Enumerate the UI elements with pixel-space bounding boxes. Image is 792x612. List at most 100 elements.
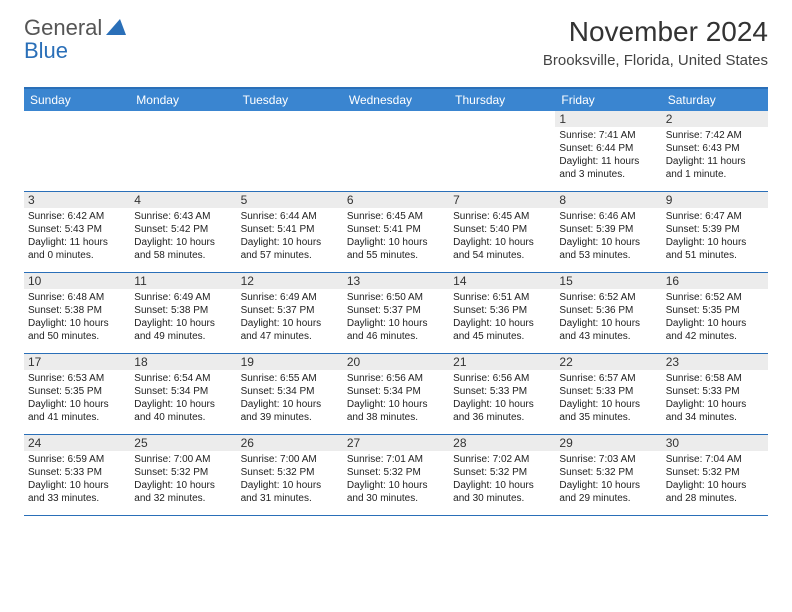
calendar-day: 13Sunrise: 6:50 AMSunset: 5:37 PMDayligh… — [343, 273, 449, 353]
day-number: 7 — [449, 192, 555, 208]
calendar-day: 19 Sunrise: 6:55 AMSunset: 5:34 PMDayligh… — [237, 354, 343, 434]
daylight-text: Daylight: 10 hours and 45 minutes. — [453, 317, 551, 343]
calendar-day: 10Sunrise: 6:48 AMSunset: 5:38 PMDayligh… — [24, 273, 130, 353]
day-number: 19 — [237, 354, 343, 370]
day-number: 3 — [24, 192, 130, 208]
calendar-day: 3 Sunrise: 6:42 AMSunset: 5:43 PMDaylight… — [24, 192, 130, 272]
day-info: Sunrise: 6:45 AMSunset: 5:40 PMDaylight:… — [453, 210, 551, 262]
day-number: 25 — [130, 435, 236, 451]
calendar-day: 6Sunrise: 6:45 AMSunset: 5:41 PMDaylight… — [343, 192, 449, 272]
calendar-day: 18 Sunrise: 6:54 AMSunset: 5:34 PMDayligh… — [130, 354, 236, 434]
calendar-day — [449, 111, 555, 191]
calendar-day: 24Sunrise: 6:59 AMSunset: 5:33 PMDayligh… — [24, 435, 130, 515]
dow-monday: Monday — [130, 89, 236, 111]
sunrise-text: Sunrise: 6:54 AM — [134, 372, 232, 385]
calendar-day: 11 Sunrise: 6:49 AMSunset: 5:38 PMDayligh… — [130, 273, 236, 353]
day-number: 9 — [662, 192, 768, 208]
day-number: 4 — [130, 192, 236, 208]
calendar-day: 16Sunrise: 6:52 AMSunset: 5:35 PMDayligh… — [662, 273, 768, 353]
sunset-text: Sunset: 5:33 PM — [453, 385, 551, 398]
day-number: 12 — [237, 273, 343, 289]
calendar-day: 12 Sunrise: 6:49 AMSunset: 5:37 PMDayligh… — [237, 273, 343, 353]
day-info: Sunrise: 7:02 AMSunset: 5:32 PMDaylight:… — [453, 453, 551, 505]
day-of-week-row: Sunday Monday Tuesday Wednesday Thursday… — [24, 89, 768, 111]
sunrise-text: Sunrise: 6:47 AM — [666, 210, 764, 223]
sunrise-text: Sunrise: 6:46 AM — [559, 210, 657, 223]
sunset-text: Sunset: 5:42 PM — [134, 223, 232, 236]
day-info: Sunrise: 6:49 AMSunset: 5:37 PMDaylight:… — [241, 291, 339, 343]
calendar-day: 17Sunrise: 6:53 AMSunset: 5:35 PMDayligh… — [24, 354, 130, 434]
day-info: Sunrise: 6:42 AMSunset: 5:43 PMDaylight:… — [28, 210, 126, 262]
daylight-text: Daylight: 10 hours and 35 minutes. — [559, 398, 657, 424]
day-number: 18 — [130, 354, 236, 370]
day-info: Sunrise: 6:54 AMSunset: 5:34 PMDaylight:… — [134, 372, 232, 424]
weeks-container: 1Sunrise: 7:41 AMSunset: 6:44 PMDaylight… — [24, 111, 768, 516]
brand-text: General Blue — [24, 16, 126, 62]
sunset-text: Sunset: 5:32 PM — [241, 466, 339, 479]
day-number: 10 — [24, 273, 130, 289]
sunrise-text: Sunrise: 7:02 AM — [453, 453, 551, 466]
day-info: Sunrise: 6:49 AMSunset: 5:38 PMDaylight:… — [134, 291, 232, 343]
day-number: 30 — [662, 435, 768, 451]
daylight-text: Daylight: 10 hours and 43 minutes. — [559, 317, 657, 343]
daylight-text: Daylight: 10 hours and 32 minutes. — [134, 479, 232, 505]
sunrise-text: Sunrise: 6:56 AM — [347, 372, 445, 385]
sunrise-text: Sunrise: 6:49 AM — [241, 291, 339, 304]
calendar-day — [237, 111, 343, 191]
daylight-text: Daylight: 11 hours and 0 minutes. — [28, 236, 126, 262]
sunrise-text: Sunrise: 6:50 AM — [347, 291, 445, 304]
daylight-text: Daylight: 10 hours and 30 minutes. — [453, 479, 551, 505]
day-number: 5 — [237, 192, 343, 208]
calendar-week: 24Sunrise: 6:59 AMSunset: 5:33 PMDayligh… — [24, 435, 768, 516]
daylight-text: Daylight: 11 hours and 3 minutes. — [559, 155, 657, 181]
sunrise-text: Sunrise: 7:04 AM — [666, 453, 764, 466]
brand-part1: General — [24, 15, 102, 40]
day-number: 17 — [24, 354, 130, 370]
calendar-day: 8Sunrise: 6:46 AMSunset: 5:39 PMDaylight… — [555, 192, 661, 272]
calendar-day: 5Sunrise: 6:44 AMSunset: 5:41 PMDaylight… — [237, 192, 343, 272]
calendar-page: General Blue November 2024 Brooksville, … — [0, 0, 792, 526]
location-subtitle: Brooksville, Florida, United States — [543, 52, 768, 69]
daylight-text: Daylight: 10 hours and 40 minutes. — [134, 398, 232, 424]
calendar-day: 26Sunrise: 7:00 AMSunset: 5:32 PMDayligh… — [237, 435, 343, 515]
title-block: November 2024 Brooksville, Florida, Unit… — [543, 16, 768, 69]
sunset-text: Sunset: 5:33 PM — [559, 385, 657, 398]
sunset-text: Sunset: 5:32 PM — [666, 466, 764, 479]
daylight-text: Daylight: 10 hours and 50 minutes. — [28, 317, 126, 343]
sunrise-text: Sunrise: 6:51 AM — [453, 291, 551, 304]
sunrise-text: Sunrise: 6:43 AM — [134, 210, 232, 223]
calendar-day: 14 Sunrise: 6:51 AMSunset: 5:36 PMDayligh… — [449, 273, 555, 353]
daylight-text: Daylight: 10 hours and 41 minutes. — [28, 398, 126, 424]
sunset-text: Sunset: 5:39 PM — [666, 223, 764, 236]
day-info: Sunrise: 7:42 AMSunset: 6:43 PMDaylight:… — [666, 129, 764, 181]
sunrise-text: Sunrise: 6:45 AM — [453, 210, 551, 223]
sunset-text: Sunset: 5:33 PM — [28, 466, 126, 479]
sunset-text: Sunset: 5:34 PM — [134, 385, 232, 398]
sunset-text: Sunset: 5:36 PM — [453, 304, 551, 317]
day-info: Sunrise: 6:55 AMSunset: 5:34 PMDaylight:… — [241, 372, 339, 424]
sunset-text: Sunset: 5:40 PM — [453, 223, 551, 236]
calendar-day — [130, 111, 236, 191]
day-number: 11 — [130, 273, 236, 289]
calendar-day: 1Sunrise: 7:41 AMSunset: 6:44 PMDaylight… — [555, 111, 661, 191]
sunrise-text: Sunrise: 6:59 AM — [28, 453, 126, 466]
day-info: Sunrise: 6:45 AMSunset: 5:41 PMDaylight:… — [347, 210, 445, 262]
sunrise-text: Sunrise: 6:58 AM — [666, 372, 764, 385]
calendar-day: 2Sunrise: 7:42 AMSunset: 6:43 PMDaylight… — [662, 111, 768, 191]
sunset-text: Sunset: 5:38 PM — [28, 304, 126, 317]
brand-logo: General Blue — [24, 16, 126, 62]
day-info: Sunrise: 6:43 AMSunset: 5:42 PMDaylight:… — [134, 210, 232, 262]
daylight-text: Daylight: 10 hours and 38 minutes. — [347, 398, 445, 424]
day-number: 14 — [449, 273, 555, 289]
calendar-week: 10Sunrise: 6:48 AMSunset: 5:38 PMDayligh… — [24, 273, 768, 354]
brand-part2: Blue — [24, 38, 68, 63]
sunset-text: Sunset: 5:35 PM — [666, 304, 764, 317]
calendar-day: 28Sunrise: 7:02 AMSunset: 5:32 PMDayligh… — [449, 435, 555, 515]
daylight-text: Daylight: 10 hours and 31 minutes. — [241, 479, 339, 505]
daylight-text: Daylight: 11 hours and 1 minute. — [666, 155, 764, 181]
sunrise-text: Sunrise: 6:52 AM — [559, 291, 657, 304]
sunset-text: Sunset: 5:36 PM — [559, 304, 657, 317]
dow-tuesday: Tuesday — [237, 89, 343, 111]
daylight-text: Daylight: 10 hours and 55 minutes. — [347, 236, 445, 262]
calendar-day: 15Sunrise: 6:52 AMSunset: 5:36 PMDayligh… — [555, 273, 661, 353]
